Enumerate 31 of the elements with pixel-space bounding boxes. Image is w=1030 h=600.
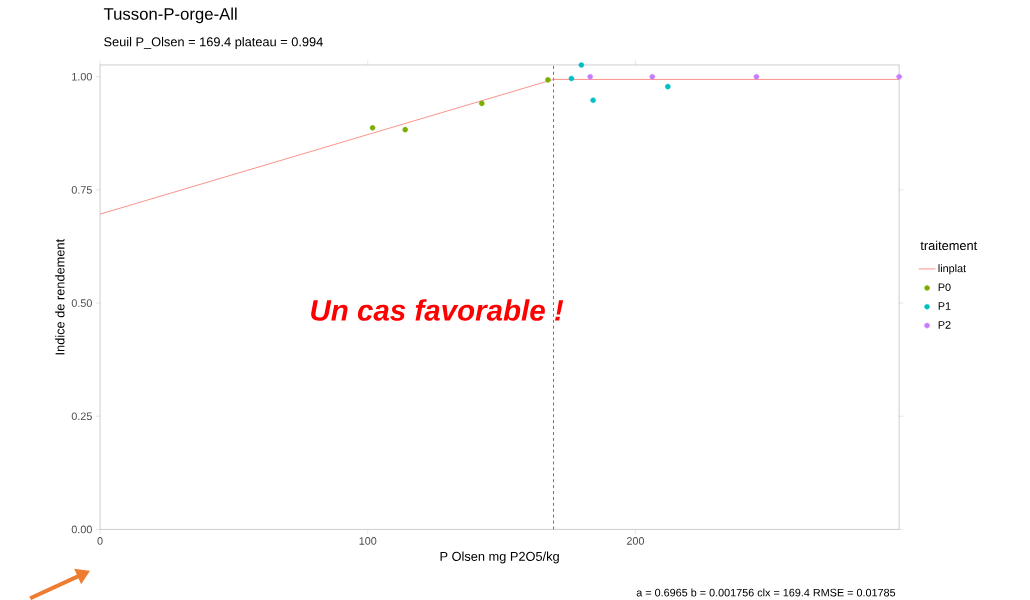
text: a = 0.6965 b = 0.001756 clx = 169.4 RMSE = 0.01785 [636, 588, 896, 597]
chart-title: Tusson-P-orge-All [103, 7, 237, 24]
y-tick-label: 0.00 [71, 525, 92, 534]
x-axis-title: P Olsen mg P2O5/kg [440, 551, 559, 564]
legend-label: P2 [938, 320, 951, 329]
point [665, 83, 671, 90]
point [649, 73, 656, 80]
legend-label: P0 [938, 283, 951, 291]
point [369, 124, 376, 131]
point [896, 73, 902, 80]
y-axis-title: Indice de rendement [55, 238, 65, 355]
point [402, 126, 408, 133]
point [479, 100, 485, 107]
point [587, 73, 593, 80]
point [545, 76, 551, 83]
legend-label: linplat [938, 264, 967, 275]
x-tick-label: 0 [97, 536, 103, 545]
legend-title: traitement [920, 240, 978, 250]
x-tick-label: 100 [359, 536, 377, 545]
y-tick-label: 0.25 [71, 412, 92, 420]
y-tick-label: 0.50 [71, 299, 92, 307]
point [578, 62, 585, 68]
chart-subtitle: Seuil P_Olsen = 169.4 plateau = 0.994 [104, 36, 323, 49]
annotation: Un cas favorable ! [311, 299, 564, 321]
point [753, 73, 760, 80]
legend-label: P1 [938, 302, 951, 310]
x-tick-label: 200 [626, 536, 645, 545]
y-tick-label: 0.75 [71, 185, 92, 194]
point [590, 97, 596, 103]
y-tick-label: 1.00 [72, 72, 92, 81]
point [568, 75, 575, 82]
